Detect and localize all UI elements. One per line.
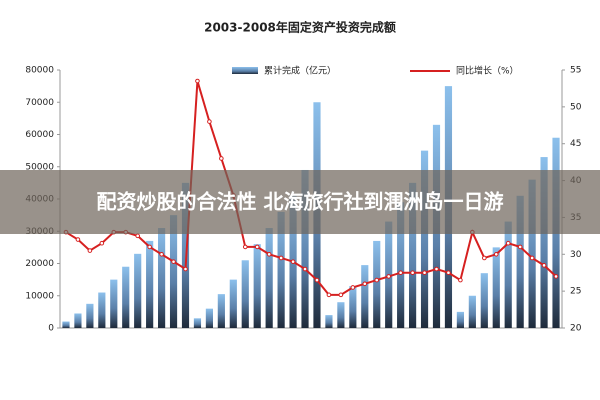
bar	[468, 295, 476, 328]
bar	[349, 286, 357, 328]
bar	[325, 315, 333, 328]
line-point	[374, 277, 380, 283]
line-point	[159, 251, 164, 257]
bar	[265, 228, 273, 328]
legend-label: 累计完成（亿元）	[264, 65, 336, 77]
y-tick-label: 70000	[25, 98, 54, 108]
y-tick-label: 80000	[25, 66, 54, 76]
line-point	[278, 255, 284, 261]
y-tick-label: 0	[48, 324, 54, 334]
line-point	[254, 244, 260, 250]
line-point	[171, 259, 176, 264]
bar	[420, 150, 429, 328]
line-point	[290, 259, 296, 264]
bar	[480, 273, 488, 328]
legend-label: 同比增长（%）	[456, 65, 519, 77]
bar	[134, 253, 142, 328]
line-point	[422, 270, 427, 276]
line-point	[541, 263, 547, 268]
bar	[409, 182, 417, 328]
y-tick-label: 20000	[25, 259, 54, 269]
bar	[98, 292, 106, 328]
bar	[361, 265, 369, 328]
bar	[516, 195, 524, 328]
y2-tick-label: 25	[570, 287, 581, 297]
bar	[74, 313, 82, 328]
bar	[193, 318, 202, 328]
chart-title: 2003-2008年固定资产投资完成额	[204, 20, 396, 35]
line-point	[386, 274, 391, 279]
bar	[528, 179, 536, 328]
y-tick-label: 10000	[25, 291, 54, 301]
line-point	[99, 240, 105, 246]
bar	[253, 244, 261, 328]
bar	[301, 169, 309, 328]
line-point	[302, 266, 308, 272]
bar	[110, 279, 118, 328]
line-point	[482, 255, 487, 261]
line-point	[207, 119, 212, 124]
line-point	[195, 78, 200, 84]
bar	[277, 211, 285, 328]
bar	[241, 260, 249, 328]
line-point	[350, 285, 356, 290]
bar	[229, 279, 237, 328]
y2-tick-label: 30	[570, 250, 582, 260]
bar	[86, 303, 94, 328]
line-point	[362, 281, 368, 287]
bar	[373, 240, 381, 328]
y-tick-label: 60000	[25, 130, 54, 140]
y2-tick-label: 55	[570, 66, 581, 76]
line-point	[75, 237, 81, 242]
line-point	[135, 233, 140, 239]
line-point	[398, 270, 403, 276]
y-tick-label: 50000	[25, 162, 54, 172]
line-point	[326, 292, 332, 298]
line-point	[517, 244, 523, 250]
bar	[217, 294, 225, 328]
line-point	[458, 277, 463, 283]
line-point	[529, 255, 535, 261]
bar	[169, 215, 178, 328]
bar	[122, 266, 130, 328]
line-point	[434, 266, 439, 272]
line-point	[505, 240, 511, 246]
line-point	[338, 292, 344, 298]
line-point	[266, 251, 272, 257]
bar	[456, 311, 464, 328]
line-point	[147, 244, 152, 250]
bar	[205, 308, 213, 328]
bar	[397, 202, 405, 328]
line	[65, 80, 557, 296]
line-point	[183, 266, 188, 272]
y2-tick-label: 20	[570, 324, 582, 334]
bar	[540, 157, 548, 328]
bar	[337, 302, 345, 328]
y2-tick-label: 45	[570, 139, 581, 149]
line-point	[410, 270, 415, 276]
line-point	[87, 248, 93, 253]
line-point	[242, 244, 248, 250]
overlay-text: 配资炒股的合法性 北海旅行社到涠洲岛一日游	[97, 190, 504, 214]
bar	[62, 321, 70, 328]
legend-swatch	[232, 67, 258, 74]
y2-tick-label: 50	[570, 102, 582, 112]
bar	[504, 221, 512, 328]
line-point	[314, 277, 320, 283]
overlay-banner	[0, 170, 600, 234]
bar	[158, 228, 166, 328]
line-point	[219, 156, 224, 161]
line-point	[446, 270, 451, 276]
line-point	[553, 274, 559, 279]
bar	[146, 240, 154, 328]
bar	[492, 247, 500, 328]
line-point	[493, 251, 499, 257]
